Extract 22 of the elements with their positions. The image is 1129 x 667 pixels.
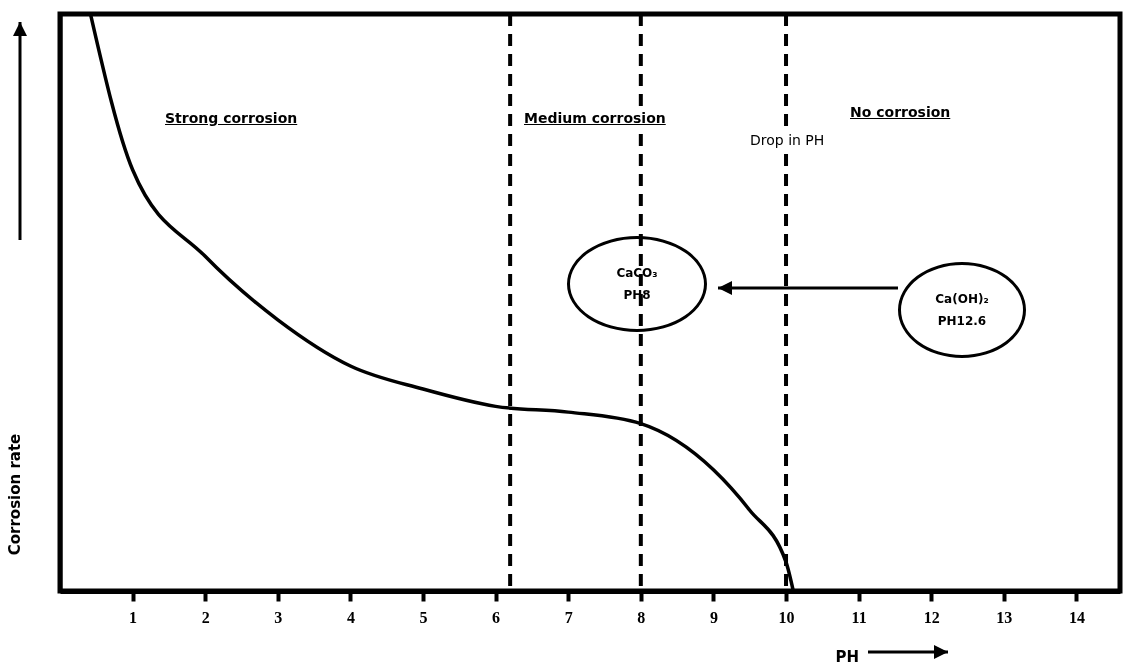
x-tick-label: 1 [129,608,138,626]
annotation: Strong corrosion [163,110,300,126]
ellipse-outline: Ca(OH)₂ PH12.6 [898,262,1026,358]
x-tick-label: 3 [274,608,283,626]
x-tick-label: 14 [1068,608,1085,626]
x-tick-label: 6 [492,608,501,626]
x-tick-label: 5 [419,608,428,626]
annotation: Medium corrosion [522,110,668,126]
x-axis-title: PH [835,647,860,666]
x-tick-label: 9 [709,608,718,626]
x-tick-label: 11 [851,608,867,626]
x-tick-label: 7 [564,608,573,626]
x-tick-label: 4 [346,608,355,626]
annotation: Drop in PH [748,132,827,148]
x-tick-label: 10 [778,608,795,626]
x-tick-label: 8 [637,608,646,626]
x-tick-label: 2 [201,608,210,626]
annotation: Ca(OH)₂ PH12.6 [935,291,989,330]
annotation: No corrosion [848,104,953,120]
x-tick-label: 12 [923,608,940,626]
y-axis-title: Corrosion rate [5,433,24,556]
x-tick-label: 13 [996,608,1013,626]
